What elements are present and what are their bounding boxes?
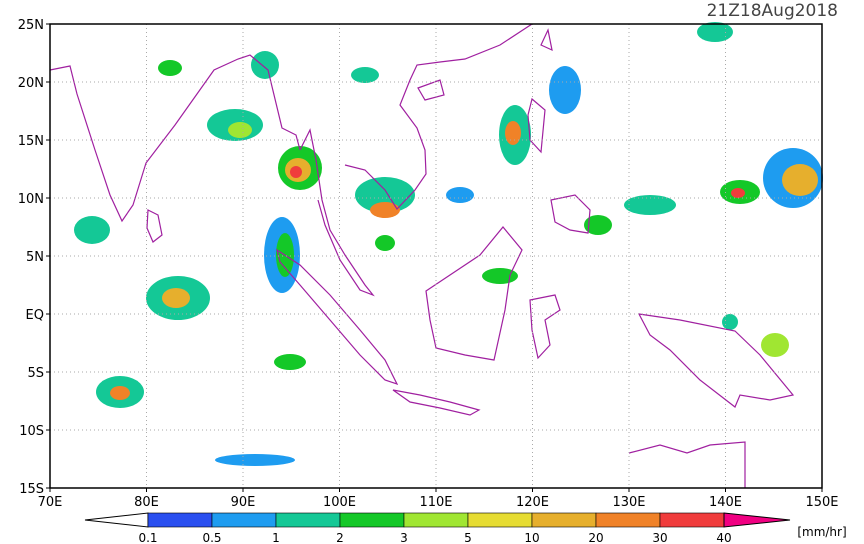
colorbar-bin	[339, 512, 405, 528]
lon-label: 100E	[323, 495, 356, 510]
colorbar-bin	[211, 512, 277, 528]
lon-label: 150E	[805, 495, 838, 510]
lon-label: 80E	[134, 495, 159, 510]
colorbar-bin	[531, 512, 597, 528]
lat-label: 20N	[18, 76, 44, 91]
colorbar-label: 0.1	[138, 531, 157, 544]
colorbar-bin	[659, 512, 725, 528]
lat-label: 5N	[26, 250, 44, 265]
lat-label: 15N	[18, 134, 44, 149]
lon-label: 110E	[419, 495, 452, 510]
lon-label: 140E	[709, 495, 742, 510]
colorbar-label: 30	[652, 531, 667, 544]
colorbar-under	[84, 512, 149, 528]
colorbar-label: 0.5	[202, 531, 221, 544]
colorbar-label: 40	[716, 531, 731, 544]
lon-label: 120E	[516, 495, 549, 510]
colorbar-bin	[595, 512, 661, 528]
colorbar-over	[723, 512, 791, 528]
lon-label: 130E	[612, 495, 645, 510]
lon-label: 70E	[38, 495, 63, 510]
colorbar-label: 1	[272, 531, 280, 544]
lat-label: EQ	[26, 308, 44, 323]
lat-label: 10S	[19, 424, 44, 439]
lon-label: 90E	[231, 495, 256, 510]
colorbar-label: 20	[588, 531, 603, 544]
lat-label: 10N	[18, 192, 44, 207]
map-title: 21Z18Aug2018	[707, 1, 838, 21]
coastlines	[49, 23, 795, 488]
colorbar-label: 2	[336, 531, 344, 544]
colorbar-label: 3	[400, 531, 408, 544]
lat-label: 25N	[18, 18, 44, 33]
colorbar-bin	[275, 512, 341, 528]
colorbar-unit: [mm/hr]	[797, 525, 846, 539]
rain-areas	[74, 22, 823, 466]
colorbar-label: 10	[524, 531, 539, 544]
colorbar-bin	[403, 512, 469, 528]
colorbar-label: 5	[464, 531, 472, 544]
colorbar-bin	[467, 512, 533, 528]
colorbar-bin	[147, 512, 213, 528]
graticule	[50, 24, 822, 488]
lat-label: 15S	[19, 482, 44, 497]
lat-label: 5S	[27, 366, 44, 381]
